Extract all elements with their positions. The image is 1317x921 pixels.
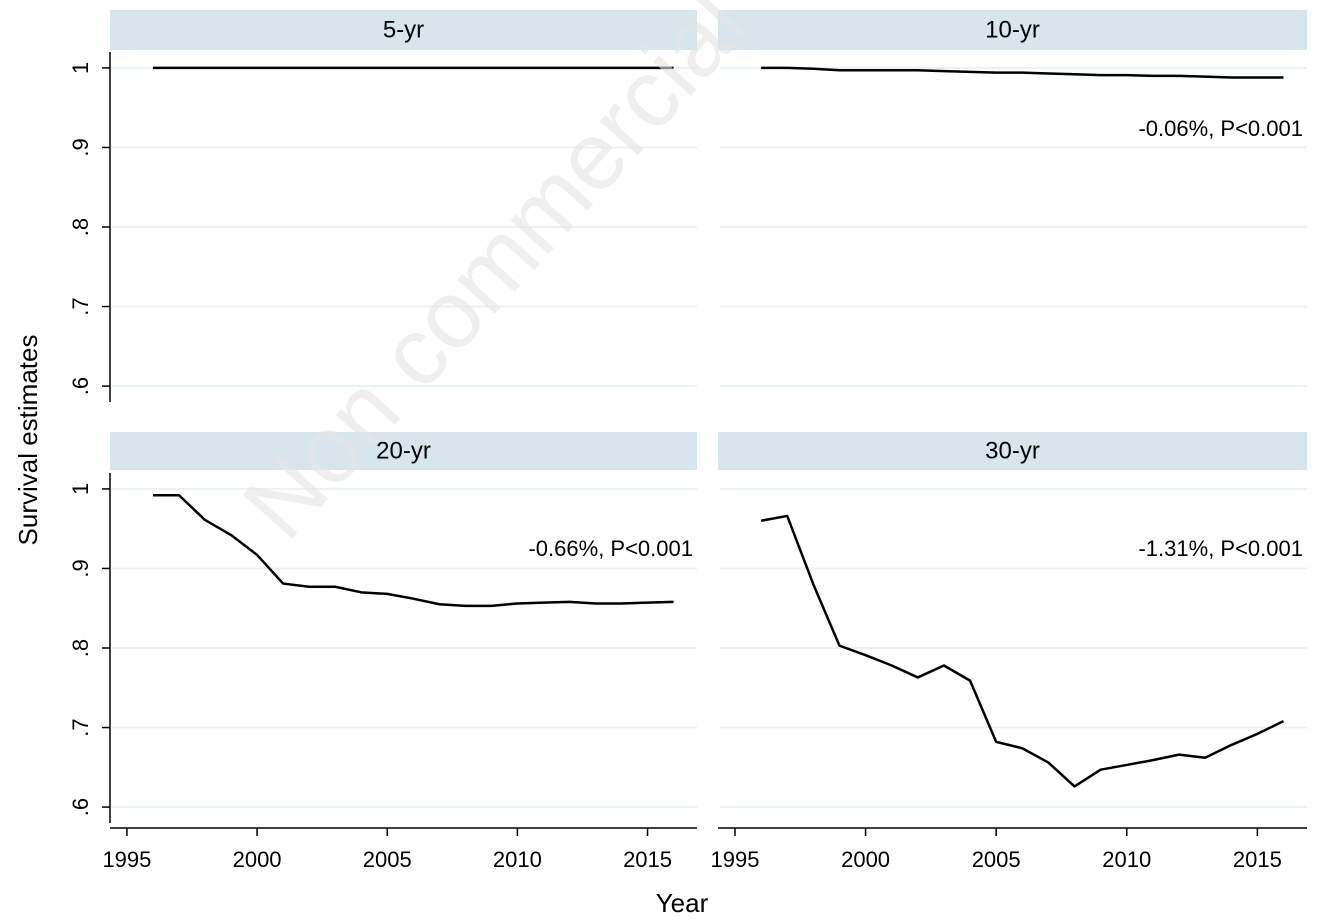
x-tick-label: 2005 [363, 847, 412, 872]
watermark: Non commercial [223, 0, 767, 559]
x-tick-label: 2000 [233, 847, 282, 872]
y-tick-label: .9 [68, 138, 93, 156]
y-tick-label: .6 [68, 377, 93, 395]
panel-header [110, 432, 697, 470]
y-tick-label: .9 [68, 559, 93, 577]
annotation: -0.06%, P<0.001 [1138, 116, 1303, 141]
x-tick-label: 2015 [1233, 847, 1282, 872]
y-tick-label: 1 [68, 62, 93, 74]
annotation: -1.31%, P<0.001 [1138, 536, 1303, 561]
series-line [152, 494, 674, 608]
x-tick-label: 2010 [1102, 847, 1151, 872]
panel-header [718, 10, 1307, 50]
y-tick-label: 1 [68, 483, 93, 495]
y-tick-label: .8 [68, 218, 93, 236]
x-tick-label: 1995 [102, 847, 151, 872]
x-tick-label: 1995 [711, 847, 760, 872]
series-line [760, 514, 1285, 788]
series-line [761, 66, 1284, 79]
y-tick-label: .7 [68, 718, 93, 736]
x-tick-label: 2010 [493, 847, 542, 872]
x-axis-title: Year [656, 888, 709, 918]
x-tick-label: 2005 [972, 847, 1021, 872]
annotation: -0.66%, P<0.001 [528, 536, 693, 561]
panel-title: 30-yr [985, 437, 1040, 464]
y-tick-label: .6 [68, 798, 93, 816]
y-tick-label: .8 [68, 639, 93, 657]
panel-header [718, 432, 1307, 470]
y-tick-label: .7 [68, 297, 93, 315]
x-tick-label: 2000 [841, 847, 890, 872]
panel-title: 20-yr [376, 437, 431, 464]
y-axis-title: Survival estimates [13, 335, 43, 546]
panel-title: 5-yr [383, 16, 424, 43]
panel-header [110, 10, 697, 50]
panel-title: 10-yr [985, 16, 1040, 43]
x-tick-label: 2015 [623, 847, 672, 872]
